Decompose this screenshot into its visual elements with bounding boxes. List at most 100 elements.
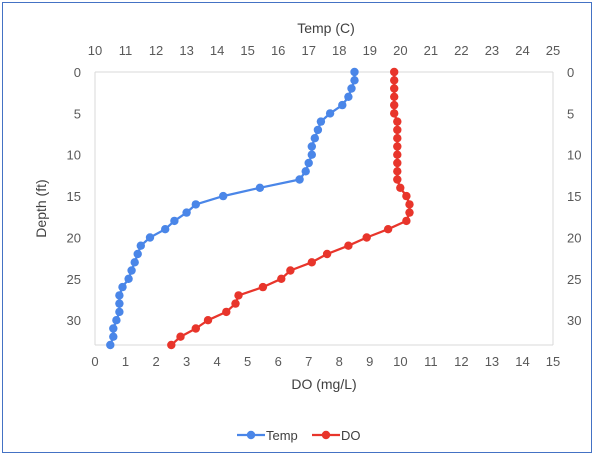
right-tick-label: 20 (567, 230, 581, 245)
bottom-tick-label: 6 (275, 354, 282, 369)
top-tick-label: 12 (149, 43, 163, 58)
temp-legend-marker (246, 430, 256, 440)
temp-data-point (115, 307, 124, 317)
top-tick-label: 17 (301, 43, 315, 58)
do-data-point (390, 100, 399, 110)
temp-data-point (133, 249, 142, 259)
temp-data-point (124, 274, 133, 283)
temp-data-point (350, 76, 359, 85)
bottom-tick-label: 13 (485, 354, 499, 369)
bottom-tick-label: 1 (122, 354, 129, 369)
bottom-tick-label: 11 (424, 354, 438, 369)
do-data-point (390, 84, 399, 93)
temp-data-point (145, 233, 155, 242)
chart-frame (2, 2, 592, 453)
right-tick-label: 10 (567, 148, 581, 163)
top-tick-label: 25 (546, 43, 560, 58)
right-tick-label: 0 (567, 65, 574, 80)
top-tick-label: 10 (88, 43, 102, 58)
right-tick-label: 15 (567, 189, 581, 204)
temp-data-point (127, 266, 136, 275)
do-data-point (393, 158, 402, 168)
temp-data-point (255, 183, 265, 192)
temp-data-point (307, 142, 316, 151)
top-tick-label: 11 (119, 43, 133, 58)
top-tick-label: 21 (424, 43, 438, 58)
temp-data-point (301, 167, 310, 176)
top-tick-label: 20 (393, 43, 407, 58)
temp-data-point (182, 208, 191, 217)
right-tick-label: 5 (567, 106, 574, 121)
do-data-point (393, 150, 402, 159)
left-tick-label: 25 (67, 272, 81, 287)
do-data-point (231, 299, 240, 308)
bottom-tick-label: 10 (393, 354, 407, 369)
do-data-point (393, 117, 402, 126)
right-tick-label: 30 (567, 313, 581, 328)
temp-data-point (347, 84, 356, 93)
do-data-point (383, 225, 393, 234)
do-data-point (167, 340, 176, 350)
do-data-point (396, 183, 405, 192)
temp-legend-label: Temp (266, 428, 298, 443)
temp-data-point (316, 117, 326, 126)
do-data-point (222, 307, 231, 317)
do-data-point (405, 208, 414, 217)
temp-data-point (161, 225, 170, 234)
temp-data-point (313, 125, 323, 135)
bottom-tick-label: 8 (336, 354, 343, 369)
bottom-tick-label: 9 (366, 354, 373, 369)
do-data-point (258, 282, 268, 292)
right-tick-label: 25 (567, 272, 581, 287)
do-data-point (307, 258, 316, 267)
left-tick-label: 10 (67, 148, 81, 163)
temp-data-point (115, 291, 124, 300)
do-data-point (390, 76, 399, 85)
temp-data-point (191, 200, 200, 209)
do-legend-label: DO (341, 428, 361, 443)
bottom-axis-title: DO (mg/L) (291, 376, 356, 392)
left-axis-title: Depth (ft) (33, 179, 49, 237)
do-data-point (344, 241, 353, 250)
temp-data-point (106, 340, 115, 350)
do-series-line (170, 72, 411, 346)
do-data-point (176, 332, 185, 341)
top-tick-label: 16 (271, 43, 285, 58)
temp-data-point (304, 158, 313, 168)
do-legend-marker (321, 430, 331, 440)
top-tick-label: 13 (179, 43, 193, 58)
bottom-tick-label: 5 (244, 354, 251, 369)
do-data-point (402, 216, 411, 226)
do-data-point (362, 233, 371, 242)
temp-data-point (112, 316, 121, 325)
do-data-point (390, 109, 399, 118)
top-tick-label: 18 (332, 43, 346, 58)
temp-data-point (219, 191, 228, 201)
bottom-tick-label: 12 (454, 354, 468, 369)
bottom-tick-label: 4 (214, 354, 221, 369)
bottom-tick-label: 7 (305, 354, 312, 369)
left-tick-label: 20 (67, 230, 81, 245)
do-data-point (393, 175, 402, 184)
do-data-point (191, 324, 200, 333)
bottom-tick-label: 2 (152, 354, 159, 369)
left-tick-label: 30 (67, 313, 81, 328)
bottom-tick-label: 14 (515, 354, 529, 369)
temp-data-point (338, 100, 347, 110)
temp-data-point (170, 216, 179, 226)
do-data-point (234, 291, 243, 300)
top-tick-label: 15 (240, 43, 254, 58)
do-data-point (393, 134, 402, 143)
do-data-point (393, 142, 402, 151)
temp-data-point (130, 258, 139, 267)
temp-data-point (118, 282, 127, 292)
top-axis-title: Temp (C) (297, 20, 355, 36)
bottom-tick-label: 0 (91, 354, 98, 369)
top-tick-label: 24 (515, 43, 529, 58)
do-data-point (405, 200, 414, 209)
left-tick-label: 5 (74, 106, 81, 121)
do-data-point (390, 67, 399, 77)
do-data-point (203, 316, 213, 325)
do-data-point (393, 125, 402, 135)
